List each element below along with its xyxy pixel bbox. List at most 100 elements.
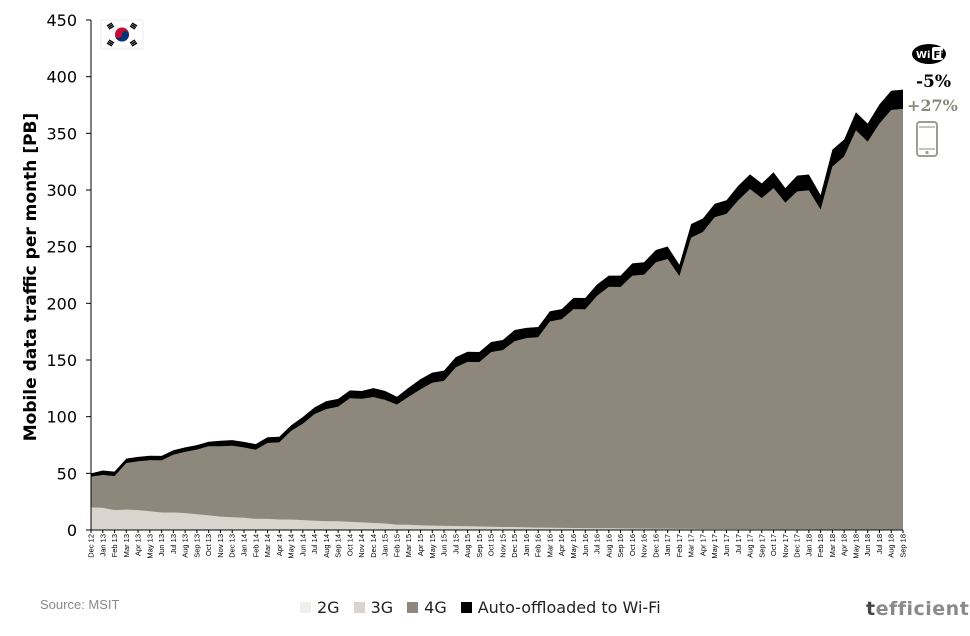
x-tick-label: May 14	[287, 534, 296, 559]
x-tick-label: Jan 14	[239, 534, 248, 557]
x-tick-label: Jun 18	[863, 534, 872, 557]
y-axis: 0 50 100 150 200 250 300 350 400 450	[46, 11, 92, 540]
x-tick-label: Feb 14	[251, 534, 260, 557]
x-tick-label: Jun 14	[298, 534, 307, 557]
x-tick-label: Oct 14	[345, 534, 354, 556]
x-tick-label: Mar 16	[545, 534, 554, 557]
x-tick-label: Aug 15	[463, 534, 472, 558]
x-tick-label: Jul 14	[310, 534, 319, 554]
legend-item-2g: 2G	[300, 598, 340, 617]
x-tick-label: Jul 16	[593, 534, 602, 554]
south-korea-flag-icon	[100, 19, 144, 50]
x-tick-label: Aug 17	[746, 534, 755, 558]
x-tick-label: Dec 14	[369, 534, 378, 558]
x-tick-label: Feb 16	[534, 534, 543, 557]
x-tick-label: Feb 17	[675, 534, 684, 557]
source-note: Source: MSIT	[40, 597, 120, 612]
area-series-4g	[91, 108, 903, 530]
x-tick-label: Mar 17	[687, 534, 696, 557]
y-axis-label: Mobile data traffic per month [PB]	[21, 113, 41, 442]
legend-swatch-4g	[407, 602, 419, 613]
x-tick-label: Nov 15	[498, 534, 507, 558]
x-tick-label: Nov 17	[781, 534, 790, 558]
x-tick-label: Sep 13	[192, 534, 201, 558]
legend-item-wifi: Auto-offloaded to Wi-Fi	[460, 598, 661, 617]
chart-areas	[91, 89, 903, 530]
x-tick-label: Apr 16	[557, 534, 566, 556]
legend-label-2g: 2G	[317, 598, 340, 617]
x-tick-label: Nov 14	[357, 534, 366, 558]
area-series-3g	[91, 507, 903, 530]
x-tick-label: Sep 15	[475, 534, 484, 558]
x-tick-label: Dec 13	[228, 534, 237, 558]
legend-swatch-2g	[300, 602, 311, 613]
x-tick-label: Jul 17	[734, 534, 743, 554]
mobile-change-label: +27%	[907, 96, 958, 115]
x-tick-label: May 13	[145, 534, 154, 559]
x-tick-label: Dec 15	[510, 534, 519, 558]
y-tick-label: 250	[46, 238, 77, 257]
x-tick-label: Feb 13	[110, 534, 119, 557]
x-tick-label: Jan 15	[381, 534, 390, 557]
x-tick-label: Jun 15	[440, 534, 449, 557]
y-tick-label: 200	[46, 294, 77, 313]
x-tick-label: Aug 13	[181, 534, 190, 558]
x-tick-label: Aug 14	[322, 534, 331, 558]
legend: 2G 3G 4G Auto-offloaded to Wi-Fi	[300, 598, 675, 617]
x-tick-label: Apr 18	[840, 534, 849, 556]
x-tick-label: Dec 12	[87, 534, 96, 558]
x-tick-label: Oct 17	[769, 534, 778, 556]
x-tick-label: Jul 18	[875, 534, 884, 554]
x-tick-label: Jun 17	[722, 534, 731, 557]
legend-item-4g: 4G	[407, 598, 447, 617]
brand-logo-t: t	[866, 598, 876, 620]
x-tick-label: Jan 18	[804, 534, 813, 557]
x-tick-label: Nov 16	[640, 534, 649, 558]
y-tick-label: 450	[46, 11, 77, 30]
x-axis: Dec 12 Jan 13 Feb 13 Mar 13 Apr 13 May 13 Jun …	[87, 529, 908, 559]
legend-swatch-wifi	[460, 602, 472, 613]
x-tick-label: Apr 14	[275, 534, 284, 556]
smartphone-icon	[916, 121, 938, 157]
wifi-change-label: -5%	[916, 72, 952, 92]
x-tick-label: Jan 16	[522, 534, 531, 557]
x-tick-label: Aug 18	[887, 534, 896, 558]
brand-logo: tefficient	[866, 598, 969, 620]
x-tick-label: Jan 17	[663, 534, 672, 557]
x-tick-label: Apr 15	[416, 534, 425, 556]
x-tick-label: Oct 16	[628, 534, 637, 556]
svg-text:Fi: Fi	[934, 50, 944, 61]
y-tick-label: 400	[46, 68, 77, 87]
svg-text:Wi: Wi	[916, 50, 930, 61]
legend-swatch-3g	[353, 602, 365, 613]
y-tick-label: 100	[46, 408, 77, 427]
x-tick-label: Jul 15	[451, 534, 460, 554]
x-tick-label: Jun 13	[157, 534, 166, 557]
x-tick-label: May 18	[851, 534, 860, 559]
y-tick-label: 0	[67, 521, 77, 540]
legend-label-wifi: Auto-offloaded to Wi-Fi	[477, 598, 661, 617]
x-tick-label: May 15	[428, 534, 437, 559]
x-tick-label: Mar 15	[404, 534, 413, 557]
x-tick-label: Sep 17	[757, 534, 766, 558]
x-tick-label: Sep 18	[899, 534, 908, 558]
wifi-icon: Wi Fi	[912, 44, 946, 64]
x-tick-label: Sep 16	[616, 534, 625, 558]
x-tick-label: Jul 13	[169, 534, 178, 554]
x-tick-label: Mar 14	[263, 534, 272, 557]
y-tick-label: 300	[46, 181, 77, 200]
x-tick-label: Aug 16	[604, 534, 613, 558]
x-tick-label: Sep 14	[334, 534, 343, 558]
legend-label-4g: 4G	[424, 598, 447, 617]
x-tick-label: Nov 13	[216, 534, 225, 558]
y-tick-label: 50	[57, 464, 77, 483]
x-tick-label: May 16	[569, 534, 578, 559]
x-tick-label: Mar 13	[122, 534, 131, 557]
y-tick-label: 350	[46, 124, 77, 143]
legend-label-3g: 3G	[370, 598, 394, 617]
legend-item-3g: 3G	[353, 598, 394, 617]
x-tick-label: Dec 16	[651, 534, 660, 558]
y-tick-label: 150	[46, 351, 77, 370]
x-tick-label: Mar 18	[828, 534, 837, 557]
